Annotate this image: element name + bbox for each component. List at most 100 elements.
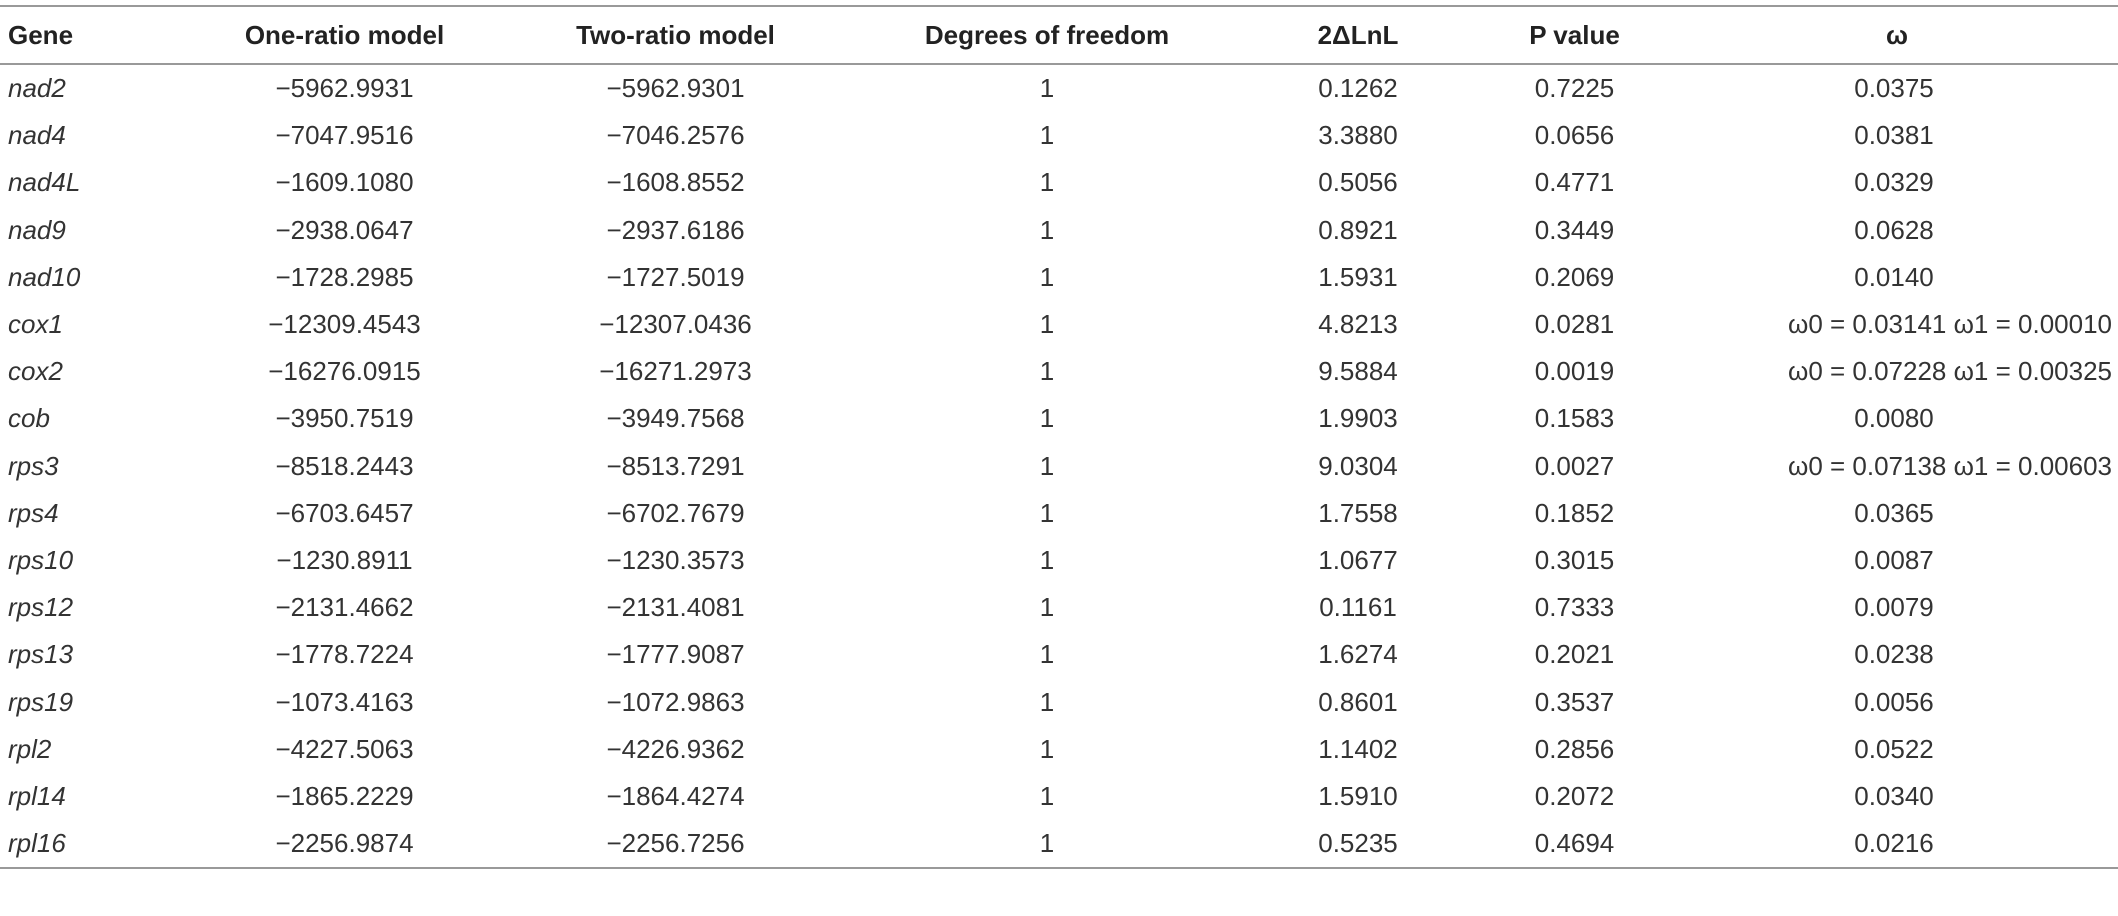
- value-cell: 0.0079: [1854, 592, 1934, 623]
- value-cell: 1: [1039, 167, 1055, 198]
- table-header: Gene One-ratio model Two-ratio model Degree…: [0, 5, 2118, 65]
- value-cell: 0.1852: [1534, 497, 1615, 528]
- value-cell: 0.2021: [1534, 639, 1615, 670]
- value-cell: −1230.3573: [606, 544, 745, 575]
- value-cell: 0.0140: [1854, 261, 1934, 292]
- value-cell: −8513.7291: [606, 450, 745, 481]
- value-cell: 0.0381: [1854, 120, 1934, 151]
- value-cell: ω0 = 0.03141 ω1 = 0.00010: [1788, 309, 2112, 340]
- table-body: nad2 −5962.9931 −5962.9301 1 0.1262 0.7225 0.0…: [0, 64, 2118, 870]
- value-cell: 4.8213: [1318, 309, 1398, 340]
- gene-cell: rps3: [8, 450, 59, 481]
- value-cell: −1777.9087: [606, 639, 745, 670]
- value-cell: −6702.7679: [606, 497, 745, 528]
- value-cell: 0.1161: [1319, 592, 1397, 623]
- value-cell: 0.5235: [1243, 820, 1473, 870]
- value-cell: 0.2072: [1534, 780, 1615, 811]
- value-cell: −6703.6457: [275, 497, 414, 528]
- value-cell: 3.3880: [1318, 120, 1398, 151]
- header-cell: Gene: [0, 5, 189, 65]
- value-cell: 1.0677: [1318, 544, 1398, 575]
- value-cell: 0.0628: [1854, 214, 1934, 245]
- value-cell: ω0 = 0.07228 ω1 = 0.00325: [1788, 356, 2112, 387]
- value-cell: 0.7333: [1534, 592, 1615, 623]
- value-cell: 1.1402: [1318, 733, 1398, 764]
- value-cell: 0.3449: [1534, 214, 1615, 245]
- value-cell: −1072.9863: [606, 686, 745, 717]
- value-cell: 1: [1039, 639, 1055, 670]
- table-row: nad9 −2938.0647 −2937.6186 1 0.8921 0.3449 0.0…: [0, 207, 2118, 254]
- header-cell: Two-ratio model: [500, 5, 851, 65]
- value-cell: −5962.9931: [275, 73, 414, 104]
- value-cell: 0.3537: [1534, 686, 1615, 717]
- value-cell: 0.7225: [1534, 73, 1615, 104]
- value-cell: 1: [1039, 592, 1055, 623]
- value-cell: 1: [1039, 261, 1055, 292]
- value-cell: −1728.2985: [275, 261, 414, 292]
- value-cell: 0.0375: [1854, 73, 1934, 104]
- value-cell: 0.8921: [1318, 214, 1398, 245]
- table-row: rps10 −1230.8911 −1230.3573 1 1.0677 0.3015 0.…: [0, 537, 2118, 584]
- value-cell: 0.0365: [1854, 497, 1934, 528]
- value-cell: 1: [1039, 733, 1055, 764]
- value-cell: 0.1583: [1534, 403, 1615, 434]
- value-cell: −1608.8552: [606, 167, 745, 198]
- table-row: rps19 −1073.4163 −1072.9863 1 0.8601 0.3537 0.…: [0, 678, 2118, 725]
- value-cell: 0.0656: [1534, 120, 1615, 151]
- table-row: nad2 −5962.9931 −5962.9301 1 0.1262 0.7225 0.0…: [0, 64, 2118, 112]
- value-cell: 1: [1039, 497, 1055, 528]
- value-cell: −3949.7568: [606, 403, 745, 434]
- table-row: nad4L −1609.1080 −1608.8552 1 0.5056 0.4771 0.…: [0, 159, 2118, 206]
- header-cell: ω: [1676, 5, 2118, 65]
- value-cell: 1: [851, 820, 1243, 870]
- value-cell: −4226.9362: [606, 733, 745, 764]
- value-cell: −12307.0436: [599, 309, 752, 340]
- value-cell: 1: [1039, 120, 1055, 151]
- value-cell: 0.1262: [1318, 73, 1398, 104]
- value-cell: −2256.9874: [189, 820, 500, 870]
- value-cell: 1.9903: [1318, 403, 1398, 434]
- value-cell: 0.0027: [1534, 450, 1615, 481]
- value-cell: −3950.7519: [275, 403, 414, 434]
- value-cell: 0.0080: [1854, 403, 1934, 434]
- gene-cell: nad9: [8, 214, 66, 245]
- value-cell: 1.5931: [1318, 261, 1398, 292]
- value-cell: 1.7558: [1318, 497, 1398, 528]
- table-row: rps3 −8518.2443 −8513.7291 1 9.0304 0.0027 ω0 …: [0, 443, 2118, 490]
- gene-cell: rps13: [8, 639, 74, 670]
- gene-cell: cox1: [8, 309, 63, 340]
- table-row: cob −3950.7519 −3949.7568 1 1.9903 0.1583 0.00…: [0, 395, 2118, 442]
- header-cell: Degrees of freedom: [851, 5, 1243, 65]
- gene-cell: rpl16: [0, 820, 189, 870]
- value-cell: −5962.9301: [606, 73, 745, 104]
- value-cell: −12309.4543: [268, 309, 421, 340]
- header-cell: P value: [1473, 5, 1676, 65]
- gene-cell: rpl14: [8, 780, 66, 811]
- value-cell: −2938.0647: [275, 214, 414, 245]
- value-cell: −2937.6186: [606, 214, 745, 245]
- value-cell: 0.0019: [1534, 356, 1615, 387]
- table-row: rpl16 −2256.9874 −2256.7256 1 0.5235 0.4694 0.…: [0, 820, 2118, 870]
- value-cell: 1: [1039, 450, 1055, 481]
- table-row: rps13 −1778.7224 −1777.9087 1 1.6274 0.2021 0.…: [0, 631, 2118, 678]
- value-cell: 1: [1039, 356, 1055, 387]
- value-cell: 1: [1039, 214, 1055, 245]
- value-cell: 0.2856: [1534, 733, 1615, 764]
- table-row: cox2 −16276.0915 −16271.2973 1 9.5884 0.0019 ω…: [0, 348, 2118, 395]
- gene-cell: rps4: [8, 497, 59, 528]
- value-cell: −1230.8911: [276, 544, 413, 575]
- value-cell: −1865.2229: [275, 780, 414, 811]
- value-cell: 0.0329: [1854, 167, 1934, 198]
- value-cell: 0.0216: [1676, 820, 2118, 870]
- table-row: rpl2 −4227.5063 −4226.9362 1 1.1402 0.2856 0.0…: [0, 726, 2118, 773]
- page: Gene One-ratio model Two-ratio model Degree…: [0, 5, 2118, 916]
- gene-cell: rpl2: [8, 733, 52, 764]
- table-row: rps12 −2131.4662 −2131.4081 1 0.1161 0.7333 0.…: [0, 584, 2118, 631]
- gene-cell: cob: [8, 403, 50, 434]
- table-row: cox1 −12309.4543 −12307.0436 1 4.8213 0.0281 ω…: [0, 301, 2118, 348]
- value-cell: −2131.4081: [606, 592, 745, 623]
- value-cell: −7046.2576: [606, 120, 745, 151]
- gene-cell: nad4: [8, 120, 66, 151]
- value-cell: −16276.0915: [268, 356, 421, 387]
- value-cell: −2256.7256: [500, 820, 851, 870]
